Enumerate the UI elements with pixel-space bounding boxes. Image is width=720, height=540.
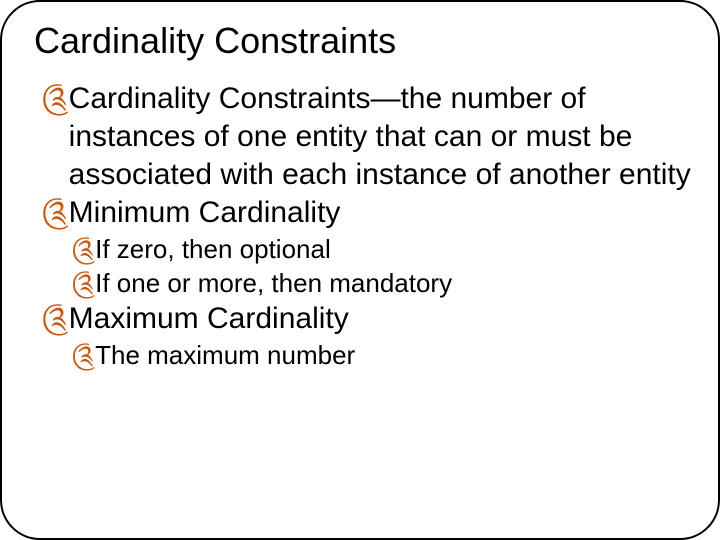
sub-list: ༊ If zero, then optional ༊ If one or mor… (72, 232, 698, 300)
bullet-text: Cardinality Constraints—the number of in… (69, 80, 698, 194)
sub-bullet-text: If one or more, then mandatory (95, 266, 452, 300)
sub-bullet-item: ༊ The maximum number (72, 338, 698, 372)
sub-list: ༊ The maximum number (72, 338, 698, 372)
curly-bullet-icon: ༊ (42, 300, 69, 338)
slide-frame: Cardinality Constraints ༊ Cardinality Co… (0, 0, 720, 540)
bullet-item: ༊ Cardinality Constraints—the number of … (42, 80, 698, 194)
slide-title: Cardinality Constraints (34, 20, 698, 62)
bullet-text: Minimum Cardinality (69, 194, 341, 232)
curly-bullet-icon: ༊ (42, 80, 69, 118)
curly-bullet-icon: ༊ (72, 338, 95, 372)
bullet-item: ༊ Minimum Cardinality (42, 194, 698, 232)
sub-bullet-text: The maximum number (95, 338, 355, 372)
curly-bullet-icon: ༊ (42, 194, 69, 232)
curly-bullet-icon: ༊ (72, 232, 95, 266)
sub-bullet-item: ༊ If one or more, then mandatory (72, 266, 698, 300)
bullet-item: ༊ Maximum Cardinality (42, 300, 698, 338)
sub-bullet-text: If zero, then optional (95, 232, 331, 266)
slide-body: ༊ Cardinality Constraints—the number of … (42, 80, 698, 372)
sub-bullet-item: ༊ If zero, then optional (72, 232, 698, 266)
curly-bullet-icon: ༊ (72, 266, 95, 300)
bullet-text: Maximum Cardinality (69, 300, 349, 338)
